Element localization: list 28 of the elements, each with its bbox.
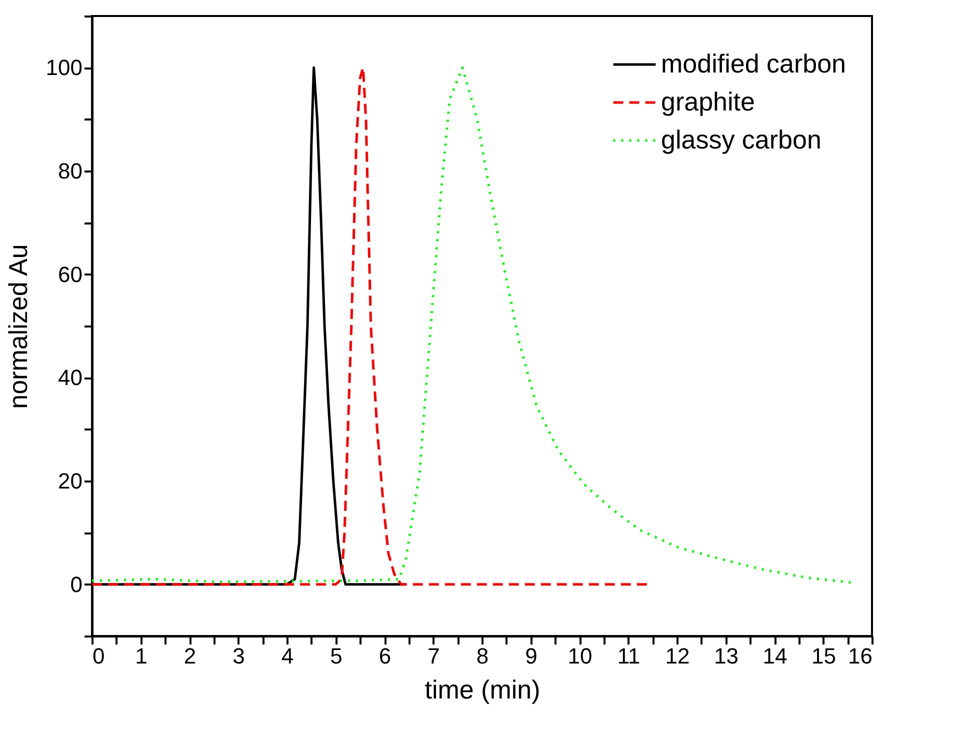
x-tick-label: 10: [568, 644, 592, 668]
x-tick-label: 8: [476, 644, 489, 668]
x-tick-label: 13: [714, 644, 738, 668]
x-tick-label: 2: [184, 644, 196, 668]
x-tick-label: 16: [848, 644, 872, 668]
legend-label: glassy carbon: [661, 124, 822, 154]
legend-label: graphite: [661, 86, 755, 116]
y-tick-label: 0: [70, 572, 82, 597]
x-tick-label: 5: [330, 644, 342, 668]
y-tick-label: 80: [58, 158, 82, 184]
x-tick-label: 14: [762, 644, 788, 668]
y-axis-title: normalized Au: [2, 244, 33, 409]
x-tick-label: 12: [665, 644, 690, 668]
x-tick-label: 7: [428, 644, 440, 668]
x-tick-label: 11: [617, 644, 640, 668]
x-tick-label: 0: [92, 644, 105, 668]
x-tick-label: 15: [812, 644, 836, 668]
x-tick-label: 4: [281, 644, 294, 668]
y-tick-label: 100: [46, 55, 82, 80]
y-tick-label: 20: [58, 468, 82, 494]
y-tick-label: 60: [58, 262, 82, 287]
x-axis-title: time (min): [424, 674, 540, 704]
y-tick-label: 40: [58, 365, 82, 390]
legend-label: modified carbon: [661, 48, 846, 78]
x-tick-label: 9: [525, 644, 538, 668]
x-tick-label: 6: [378, 644, 392, 668]
x-tick-label: 1: [135, 644, 148, 668]
x-tick-label: 3: [232, 644, 245, 668]
